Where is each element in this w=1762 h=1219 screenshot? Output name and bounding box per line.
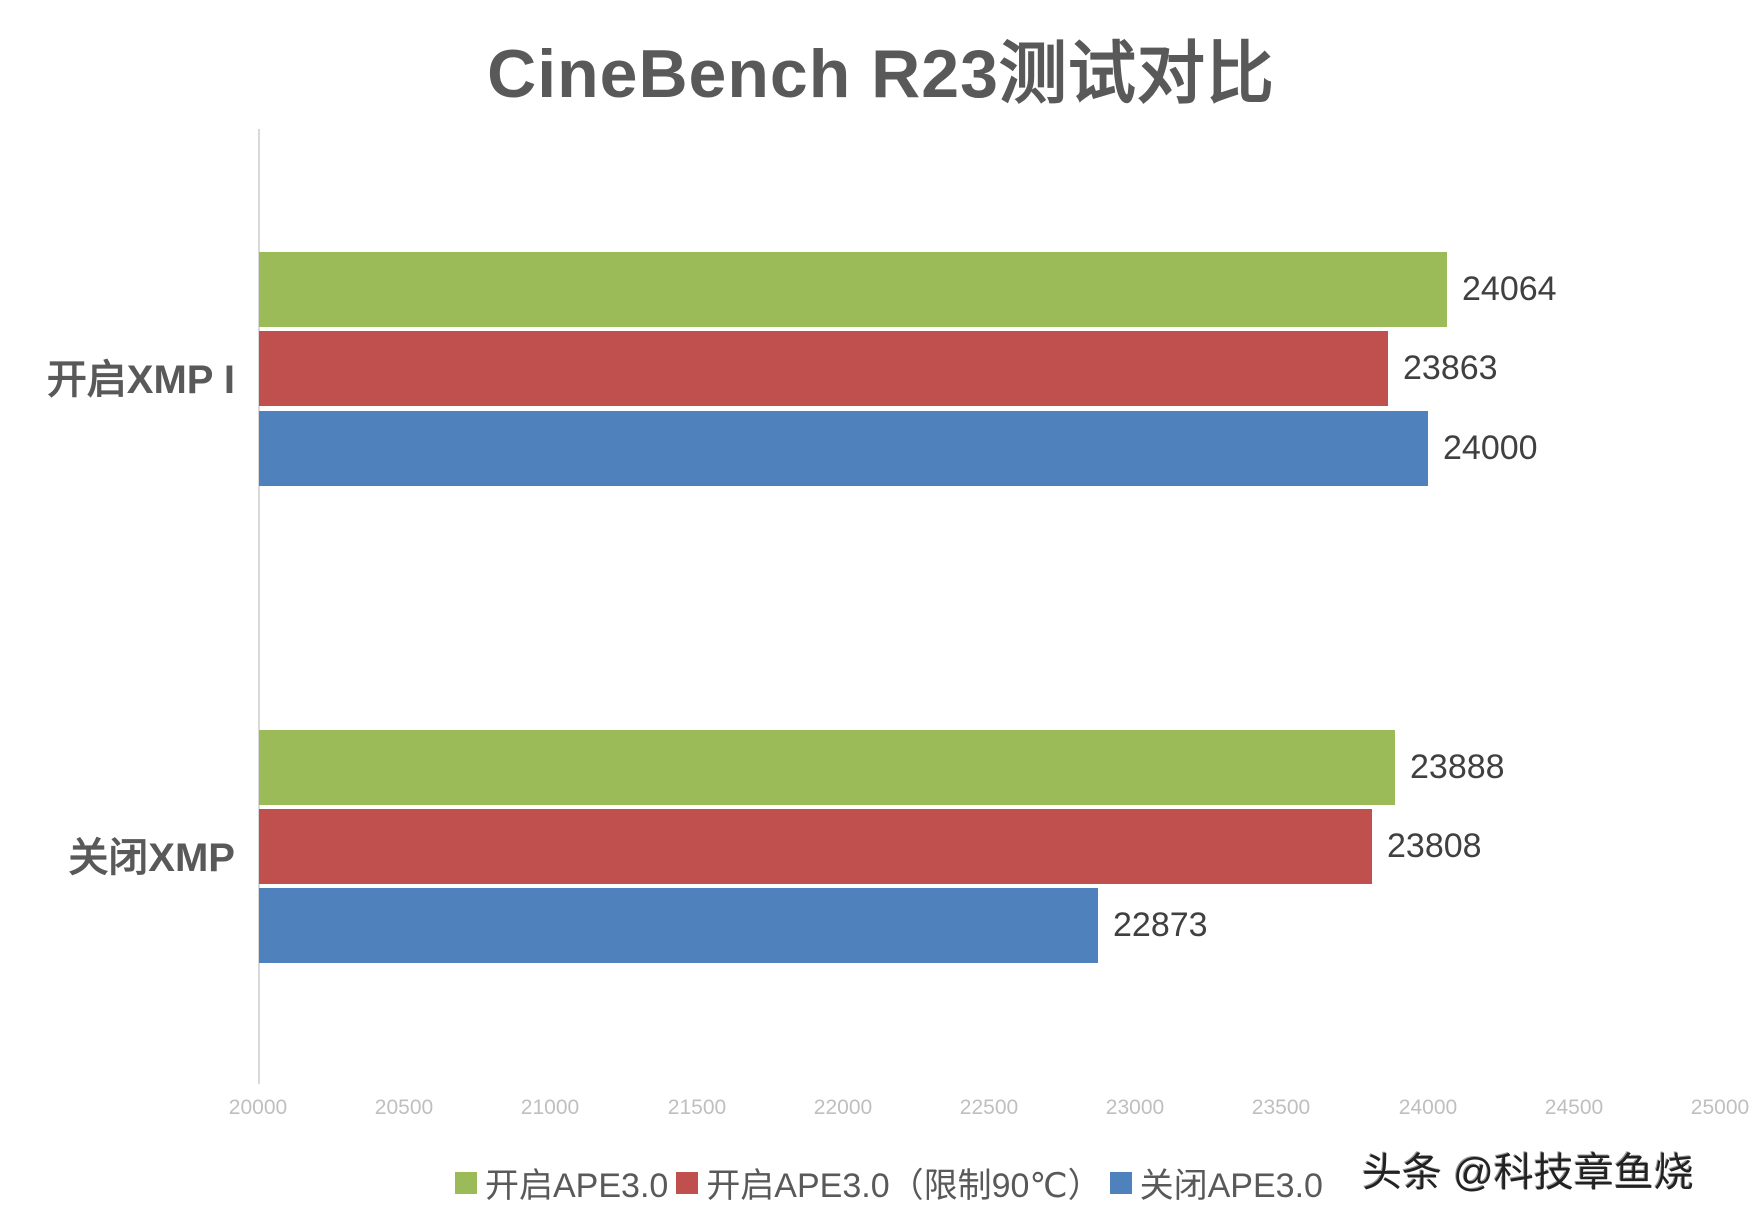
legend-item-ape-90c: 开启APE3.0（限制90℃） [676, 1158, 1102, 1207]
bar-xmp-on-ape-on [259, 252, 1447, 327]
legend-label: 关闭APE3.0 [1139, 1167, 1323, 1205]
bar-xmp-off-ape-90c [259, 809, 1372, 884]
legend-label: 开启APE3.0（限制90℃） [706, 1167, 1102, 1205]
value-label: 24000 [1443, 429, 1538, 467]
chart-title: CineBench R23测试对比 [487, 36, 1275, 112]
legend-swatch-red [676, 1171, 699, 1194]
watermark: 头条 @科技章鱼烧 [1362, 1151, 1694, 1195]
x-tick: 23500 [1251, 1096, 1311, 1119]
value-label: 22873 [1113, 906, 1208, 944]
legend-item-ape-on: 开启APE3.0 [455, 1158, 668, 1207]
legend-label: 开启APE3.0 [485, 1167, 669, 1205]
bar-xmp-on-ape-90c [259, 331, 1388, 406]
x-tick: 22500 [959, 1096, 1019, 1119]
x-tick: 25000 [1690, 1096, 1750, 1119]
x-tick: 20500 [374, 1096, 434, 1119]
bar-xmp-off-ape-off [259, 888, 1098, 963]
legend: 开启APE3.0 开启APE3.0（限制90℃） 关闭APE3.0 [455, 1158, 1331, 1207]
category-label-xmp-on: 开启XMP I [46, 358, 235, 402]
bar-xmp-on-ape-off [259, 411, 1428, 486]
value-label: 23888 [1410, 748, 1505, 786]
x-tick: 24000 [1398, 1096, 1458, 1119]
bar-xmp-off-ape-on [259, 730, 1395, 805]
x-tick: 21500 [667, 1096, 727, 1119]
x-tick: 22000 [813, 1096, 873, 1119]
x-tick: 21000 [520, 1096, 580, 1119]
x-tick: 24500 [1544, 1096, 1604, 1119]
value-label: 23863 [1403, 349, 1498, 387]
legend-item-ape-off: 关闭APE3.0 [1109, 1158, 1323, 1207]
x-tick: 23000 [1105, 1096, 1165, 1119]
legend-swatch-blue [1109, 1171, 1132, 1194]
legend-swatch-green [455, 1171, 477, 1194]
value-label: 24064 [1462, 270, 1557, 308]
category-axis-line [258, 129, 260, 1084]
value-label: 23808 [1387, 827, 1482, 865]
x-tick: 20000 [228, 1096, 288, 1119]
category-label-xmp-off: 关闭XMP [68, 836, 235, 880]
